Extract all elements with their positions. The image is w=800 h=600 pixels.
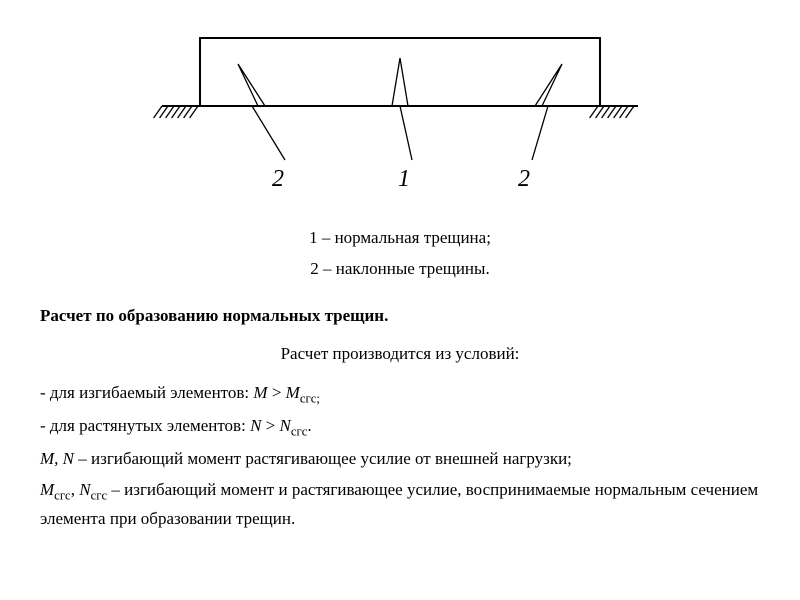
section-title: Расчет по образованию нормальных трещин. bbox=[40, 306, 760, 326]
crack-diagram: 2 1 2 bbox=[140, 30, 660, 205]
condition-bending: - для изгибаемый элементов: M > Mсгс; bbox=[40, 380, 760, 409]
legend-line-2: 2 – наклонные трещины. bbox=[40, 254, 760, 285]
condition-tension-prefix: - для растянутых элементов: bbox=[40, 416, 250, 435]
diagram-legend: 1 – нормальная трещина; 2 – наклонные тр… bbox=[40, 223, 760, 284]
condition-tension-formula: N > Nсгс. bbox=[250, 416, 312, 435]
condition-bending-formula: M > Mсгс; bbox=[253, 383, 320, 402]
conditions-block: - для изгибаемый элементов: M > Mсгс; - … bbox=[40, 380, 760, 532]
definitions-line-1: M, N – изгибающий момент растягивающее у… bbox=[40, 446, 760, 472]
condition-bending-prefix: - для изгибаемый элементов: bbox=[40, 383, 253, 402]
svg-text:1: 1 bbox=[398, 166, 410, 192]
definitions-line-2: Mсгс, Nсгс – изгибающий момент и растяги… bbox=[40, 477, 760, 532]
conditions-intro: Расчет производится из условий: bbox=[40, 344, 760, 364]
svg-text:2: 2 bbox=[272, 166, 284, 192]
svg-text:2: 2 bbox=[518, 166, 530, 192]
legend-line-1: 1 – нормальная трещина; bbox=[40, 223, 760, 254]
condition-tension: - для растянутых элементов: N > Nсгс. bbox=[40, 413, 760, 442]
